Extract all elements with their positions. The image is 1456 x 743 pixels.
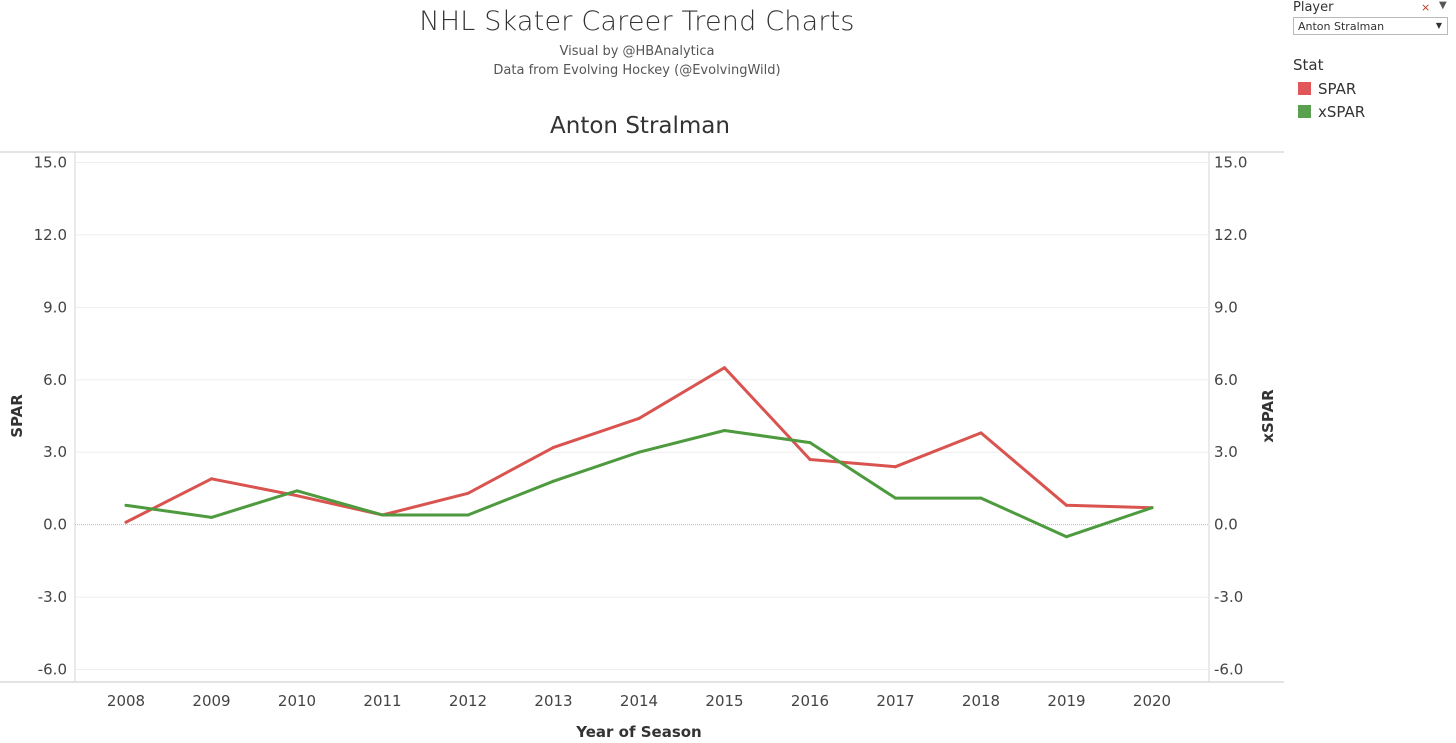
data-point-xspar <box>381 513 384 517</box>
data-point-spar <box>466 491 470 495</box>
data-point-xspar <box>1065 535 1068 539</box>
y-tick-label-right: 9.0 <box>1214 298 1238 316</box>
data-point-spar <box>124 520 128 524</box>
x-tick-label: 2016 <box>791 692 829 710</box>
source-subtitle: Data from Evolving Hockey (@EvolvingWild… <box>493 63 781 78</box>
y-tick-label-right: 0.0 <box>1214 516 1238 534</box>
y-tick-label-right: 12.0 <box>1214 226 1247 244</box>
y-tick-label-left: 9.0 <box>43 298 67 316</box>
player-dropdown[interactable]: Anton Stralman ▼ <box>1293 17 1448 35</box>
y-tick-label-left: 3.0 <box>43 443 67 461</box>
y-tick-label-right: 6.0 <box>1214 371 1238 389</box>
data-point-xspar <box>894 496 897 500</box>
data-point-spar <box>637 416 641 420</box>
chart-title: Anton Stralman <box>550 113 730 139</box>
data-point-spar <box>723 366 726 370</box>
line-chart: -6.0 -6.0 -3.0 -3.0 0.0 0.0 3.0 3.0 6.0 6.0 9.0 9.0… <box>0 151 1284 741</box>
data-point-xspar <box>552 479 555 483</box>
y-axis-title-left: SPAR <box>8 394 26 438</box>
data-point-xspar <box>295 489 299 493</box>
data-point-spar <box>552 445 555 449</box>
y-tick-label-right: -3.0 <box>1214 588 1243 606</box>
data-point-spar <box>1065 503 1068 507</box>
menu-arrow-icon[interactable]: ▼ <box>1439 0 1447 11</box>
data-point-spar <box>210 477 213 481</box>
page-title: NHL Skater Career Trend Charts <box>419 6 855 37</box>
x-tick-label: 2018 <box>962 692 1000 710</box>
data-point-spar <box>979 431 983 435</box>
legend-title: Stat <box>1293 56 1324 74</box>
legend-label-spar: SPAR <box>1318 80 1357 98</box>
x-tick-label: 2010 <box>278 692 316 710</box>
x-tick-label: 2009 <box>192 692 230 710</box>
player-filter-label: Player <box>1293 0 1334 15</box>
legend-label-xspar: xSPAR <box>1318 103 1366 121</box>
x-tick-label: 2008 <box>107 692 145 710</box>
y-axis-title-right: xSPAR <box>1259 389 1277 443</box>
series-line-spar <box>124 366 1154 524</box>
y-tick-label-left: 6.0 <box>43 371 67 389</box>
x-axis-title: Year of Season <box>575 723 701 741</box>
credit-subtitle: Visual by @HBAnalytica <box>559 44 715 59</box>
data-point-xspar <box>466 513 470 517</box>
data-point-xspar <box>210 515 213 519</box>
y-tick-label-left: 12.0 <box>34 226 67 244</box>
data-point-xspar <box>723 428 726 432</box>
y-tick-label-right: 3.0 <box>1214 443 1238 461</box>
data-point-xspar <box>124 503 128 507</box>
y-tick-label-left: -6.0 <box>38 661 67 679</box>
data-point-xspar <box>979 496 983 500</box>
x-tick-label: 2012 <box>449 692 487 710</box>
x-tick-label: 2019 <box>1047 692 1085 710</box>
player-dropdown-value: Anton Stralman <box>1298 20 1385 33</box>
y-tick-label-right: -6.0 <box>1214 661 1243 679</box>
filter-clear-icon[interactable]: ⨯ <box>1421 1 1431 14</box>
x-tick-label: 2017 <box>876 692 914 710</box>
xspar-swatch <box>1298 105 1311 118</box>
y-tick-label-right: 15.0 <box>1214 154 1247 172</box>
y-tick-label-left: -3.0 <box>38 588 67 606</box>
y-tick-label-left: 0.0 <box>43 516 67 534</box>
spar-swatch <box>1298 82 1311 95</box>
x-tick-label: 2013 <box>534 692 572 710</box>
x-tick-label: 2020 <box>1133 692 1171 710</box>
y-tick-label-left: 15.0 <box>34 154 67 172</box>
x-tick-label: 2015 <box>705 692 743 710</box>
chevron-down-icon[interactable]: ▼ <box>1435 21 1442 30</box>
data-point-spar <box>808 457 812 461</box>
x-tick-label: 2014 <box>620 692 658 710</box>
data-point-xspar <box>808 441 812 445</box>
x-tick-label: 2011 <box>363 692 401 710</box>
data-point-spar <box>295 494 299 498</box>
data-point-xspar <box>1150 506 1154 510</box>
data-point-xspar <box>637 450 641 454</box>
data-point-spar <box>894 465 897 469</box>
